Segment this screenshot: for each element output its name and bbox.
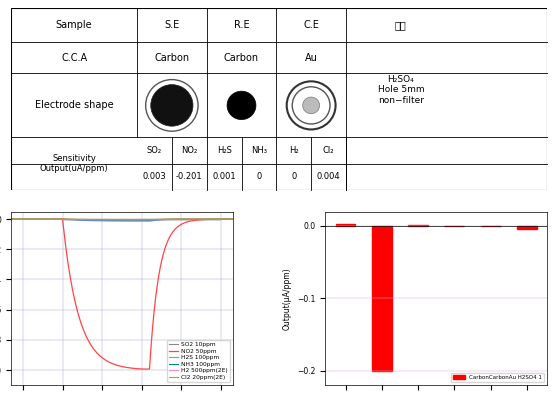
Legend: SO2 10ppm, NO2 50ppm, H2S 100ppm, NH3 100ppm, H2 500ppm(2E), Cl2 20ppm(2E): SO2 10ppm, NO2 50ppm, H2S 100ppm, NH3 10…: [167, 340, 229, 382]
SO2 10ppm: [182, 217, 189, 222]
Cl2 20ppm(2E): [223, 217, 229, 221]
Cl2 20ppm(2E): [116, 217, 122, 222]
Ellipse shape: [292, 87, 330, 124]
NH3 100ppm: [223, 217, 229, 221]
Text: Sensitivity
Output(uA/ppm): Sensitivity Output(uA/ppm): [40, 154, 108, 173]
NH3 100ppm: [229, 217, 236, 221]
H2S 100ppm: [223, 217, 229, 221]
Bar: [335, 224, 355, 226]
Cl2 20ppm(2E): [19, 217, 26, 221]
Line: H2 500ppm(2E): H2 500ppm(2E): [11, 219, 233, 220]
H2S 100ppm: [116, 219, 122, 224]
Y-axis label: Output(μA/ppm): Output(μA/ppm): [283, 267, 292, 330]
Cl2 20ppm(2E): [182, 217, 189, 221]
H2 500ppm(2E): [19, 217, 26, 221]
NO2 50ppm: [116, 364, 122, 368]
H2 500ppm(2E): [8, 217, 15, 221]
NH3 100ppm: [223, 217, 229, 221]
SO2 10ppm: [116, 217, 122, 222]
H2S 100ppm: [138, 219, 145, 224]
Text: H₂S: H₂S: [217, 146, 232, 155]
Bar: [408, 225, 428, 226]
Cl2 20ppm(2E): [229, 217, 236, 221]
Text: NH₃: NH₃: [251, 146, 267, 155]
SO2 10ppm: [110, 217, 117, 222]
SO2 10ppm: [223, 217, 229, 222]
Text: C.E: C.E: [303, 20, 319, 30]
SO2 10ppm: [8, 217, 15, 222]
Cl2 20ppm(2E): [138, 217, 145, 222]
Line: Cl2 20ppm(2E): Cl2 20ppm(2E): [11, 219, 233, 220]
Cl2 20ppm(2E): [109, 217, 116, 222]
H2 500ppm(2E): [138, 217, 145, 222]
Text: Au: Au: [305, 53, 318, 63]
Cl2 20ppm(2E): [8, 217, 15, 221]
NO2 50ppm: [8, 217, 15, 221]
Text: S.E: S.E: [164, 20, 180, 30]
NO2 50ppm: [19, 217, 26, 221]
Line: NH3 100ppm: NH3 100ppm: [11, 219, 233, 220]
Text: SO₂: SO₂: [147, 146, 162, 155]
Ellipse shape: [146, 79, 198, 131]
NO2 50ppm: [223, 217, 229, 222]
Text: Cl₂: Cl₂: [323, 146, 334, 155]
NO2 50ppm: [229, 217, 236, 221]
SO2 10ppm: [59, 217, 66, 222]
Text: 0.003: 0.003: [143, 173, 166, 182]
NO2 50ppm: [182, 220, 189, 225]
NH3 100ppm: [19, 217, 26, 221]
H2S 100ppm: [19, 217, 26, 221]
Text: Sample: Sample: [56, 20, 93, 30]
Text: 0: 0: [256, 173, 262, 182]
NH3 100ppm: [182, 217, 189, 222]
Text: -0.201: -0.201: [176, 173, 203, 182]
H2S 100ppm: [223, 217, 229, 221]
Text: R.E: R.E: [234, 20, 249, 30]
Text: NO₂: NO₂: [181, 146, 198, 155]
NO2 50ppm: [223, 217, 229, 222]
Line: H2S 100ppm: H2S 100ppm: [11, 219, 233, 221]
NH3 100ppm: [109, 218, 116, 222]
Text: C.C.A: C.C.A: [61, 53, 87, 63]
Line: SO2 10ppm: SO2 10ppm: [11, 219, 233, 220]
H2S 100ppm: [182, 217, 189, 222]
NO2 50ppm: [109, 362, 116, 366]
H2 500ppm(2E): [182, 217, 189, 222]
NH3 100ppm: [116, 218, 122, 222]
Text: Carbon: Carbon: [224, 53, 259, 63]
H2 500ppm(2E): [109, 217, 116, 222]
SO2 10ppm: [229, 217, 236, 222]
Text: 0: 0: [291, 173, 296, 182]
H2 500ppm(2E): [223, 217, 229, 221]
Line: NO2 50ppm: NO2 50ppm: [11, 219, 233, 369]
Bar: [372, 226, 392, 371]
H2S 100ppm: [109, 219, 116, 223]
Bar: [517, 226, 537, 229]
Ellipse shape: [302, 97, 320, 114]
H2 500ppm(2E): [116, 217, 122, 222]
H2 500ppm(2E): [223, 217, 229, 221]
NO2 50ppm: [138, 367, 145, 371]
NH3 100ppm: [138, 218, 145, 222]
Ellipse shape: [227, 91, 256, 119]
Ellipse shape: [151, 84, 193, 126]
H2S 100ppm: [8, 217, 15, 221]
Legend: CarbonCarbonAu H2SO4 1: CarbonCarbonAu H2SO4 1: [451, 373, 544, 382]
Text: 0.001: 0.001: [212, 173, 236, 182]
H2 500ppm(2E): [229, 217, 236, 221]
Text: Carbon: Carbon: [155, 53, 189, 63]
SO2 10ppm: [223, 217, 229, 222]
Text: H₂SO₄
Hole 5mm
non−filter: H₂SO₄ Hole 5mm non−filter: [378, 75, 424, 105]
Ellipse shape: [287, 81, 335, 129]
SO2 10ppm: [19, 217, 26, 222]
Text: Electrode shape: Electrode shape: [35, 100, 113, 110]
H2S 100ppm: [229, 217, 236, 221]
Text: H₂: H₂: [289, 146, 299, 155]
Cl2 20ppm(2E): [223, 217, 229, 221]
Text: 비고: 비고: [395, 20, 407, 30]
NH3 100ppm: [8, 217, 15, 221]
Text: 0.004: 0.004: [317, 173, 340, 182]
